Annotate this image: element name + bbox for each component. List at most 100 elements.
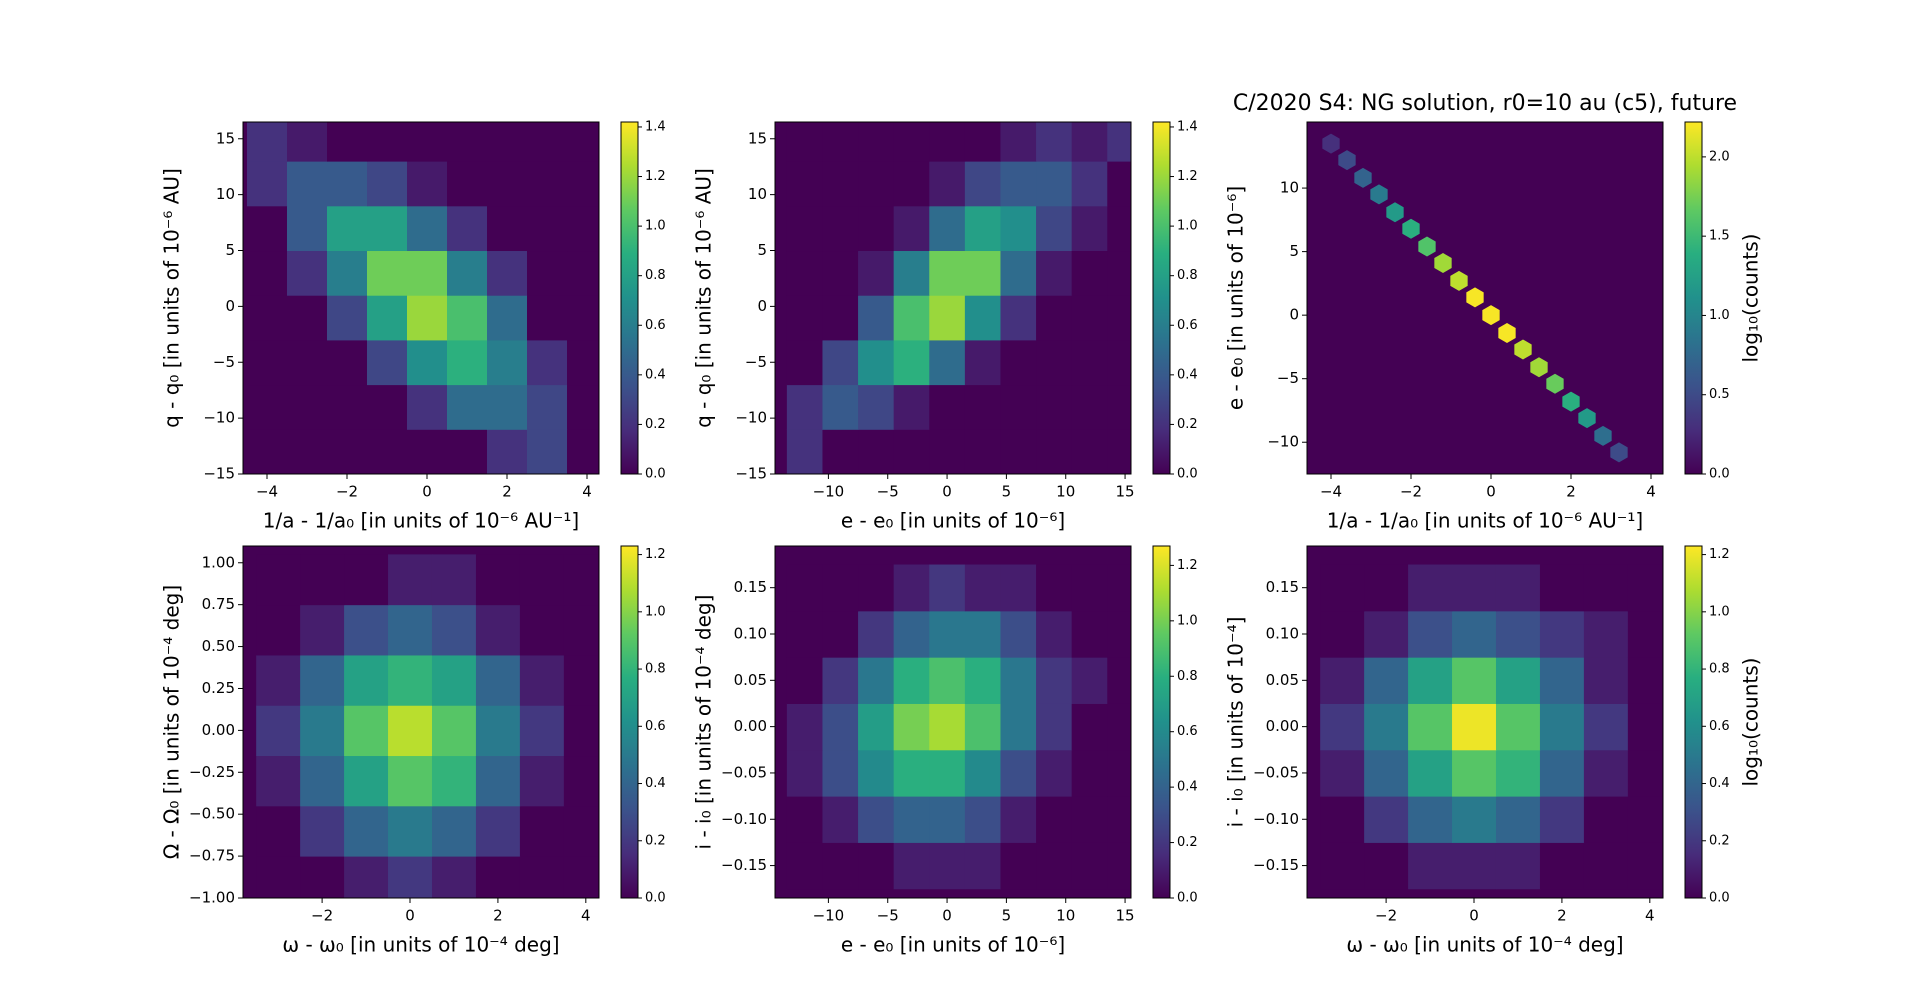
hexbin-cell	[388, 705, 433, 757]
y-tick-label: 0.00	[1266, 717, 1299, 735]
hexbin-cell	[1322, 133, 1340, 154]
y-tick-label: 15	[216, 129, 235, 147]
hexbin-cell	[1000, 749, 1037, 797]
colorbar-tick-label: 1.2	[1177, 558, 1198, 573]
hexbin-cell	[1408, 610, 1453, 658]
y-tick-label: 10	[748, 185, 767, 203]
hexbin-cell	[1000, 610, 1037, 658]
hexbin-cell	[786, 295, 823, 341]
hexbin-cell	[567, 161, 599, 207]
hexbin-cell	[247, 384, 288, 430]
colorbar-tick-label: 0.5	[1709, 387, 1730, 402]
x-tick-label: −2	[311, 907, 333, 925]
hexbin-cell	[447, 295, 488, 341]
hexbin-cell	[367, 205, 408, 252]
hexbin-cell	[929, 564, 966, 612]
x-axis-label: e - e₀ [in units of 10⁻⁶]	[841, 509, 1065, 533]
colorbar-tick-label: 0.0	[1709, 891, 1730, 906]
x-tick-label: −2	[336, 483, 358, 501]
hexbin-cell	[929, 703, 966, 751]
y-axis-label: Ω - Ω₀ [in units of 10⁻⁴ deg]	[160, 585, 184, 859]
hexbin-cell	[256, 755, 301, 807]
hexbin-cell	[367, 429, 408, 474]
hexbin-cell	[447, 339, 488, 386]
panel: −2 0 2 4 −0.15 −0.10 −0.05 0.00 0.05 0.10 0.15 ω - …	[1224, 545, 1763, 957]
hexbin-cell	[822, 657, 859, 704]
hexbin-cell	[822, 703, 859, 751]
hexbin-cell	[1583, 703, 1629, 751]
hexbin-cell	[964, 384, 1001, 430]
hexbin-cell	[367, 250, 408, 296]
hexbin-cell	[1402, 218, 1420, 239]
hexbin-cell	[367, 384, 408, 430]
hexbin-cell	[858, 122, 895, 162]
hexbin-cell	[431, 604, 477, 656]
hexbin-cell	[1452, 564, 1497, 612]
colorbar-tick-label: 1.2	[645, 169, 666, 184]
hexbin-cell	[567, 339, 599, 386]
hexbin-cell	[786, 564, 823, 612]
hexbin-cell	[247, 295, 288, 341]
hexbin-cell	[1107, 161, 1131, 207]
hexbin-cell	[964, 205, 1001, 252]
hexbin-cell	[1364, 610, 1409, 658]
colorbar-tick-label: 1.0	[1177, 219, 1198, 234]
colorbar-tick-label: 0.4	[1177, 367, 1198, 382]
hexbin-cell	[1539, 796, 1585, 843]
hexbin-cell	[1036, 339, 1073, 386]
colorbar-tick-label: 0.6	[645, 719, 666, 734]
y-axis-label: i - i₀ [in units of 10⁻⁴ deg]	[692, 595, 716, 850]
hexbin-cell	[344, 755, 389, 807]
hexbin-cell	[475, 805, 521, 857]
hexbin-cell	[822, 796, 859, 843]
hexbin-cell	[786, 339, 823, 386]
hexbin-cell	[1386, 202, 1404, 223]
hexbin-cell	[487, 205, 528, 252]
x-axis-label: e - e₀ [in units of 10⁻⁶]	[841, 933, 1065, 957]
colorbar-tick-label: 0.8	[645, 662, 666, 677]
x-tick-label: 0	[422, 483, 432, 501]
hexbin-cell	[327, 122, 368, 162]
colorbar-label: log₁₀(counts)	[1739, 234, 1763, 363]
hexbin-cell	[487, 339, 528, 386]
hexbin-cell	[327, 250, 368, 296]
hexbin-cell	[487, 429, 528, 474]
hexbin-cell	[1583, 564, 1629, 612]
hexbin-cell	[786, 122, 823, 162]
hexbin-cell	[1000, 161, 1037, 207]
hexbin-cells	[247, 122, 599, 474]
hexbin-cell	[1466, 287, 1484, 308]
hexbin-cell	[247, 161, 288, 207]
y-tick-label: −10	[203, 409, 235, 427]
hexbin-cell	[1627, 657, 1663, 704]
hexbin-cell	[1482, 305, 1500, 326]
colorbar-tick-label: 0.8	[645, 268, 666, 283]
y-tick-label: 0.25	[202, 679, 235, 697]
hexbin-cell	[1107, 749, 1131, 797]
hexbin-cell	[1578, 408, 1596, 429]
y-tick-label: 0.05	[734, 671, 767, 689]
x-tick-label: −10	[813, 483, 845, 501]
hexbin-cell	[929, 610, 966, 658]
hexbin-cell	[487, 122, 528, 162]
hexbin-cell	[964, 657, 1001, 704]
hexbin-cell	[287, 205, 328, 252]
y-axis-label: q - q₀ [in units of 10⁻⁶ AU]	[160, 168, 184, 428]
hexbin-cell	[1071, 250, 1108, 296]
y-tick-label: 0.75	[202, 595, 235, 613]
panel: −4 −2 0 2 4 −10 −5 0 5 10 1/a - 1/a₀ [in units of …	[1224, 91, 1763, 533]
hexbin-cell	[1071, 564, 1108, 612]
hexbin-cell	[786, 842, 823, 890]
hexbin-cell	[1320, 657, 1365, 704]
colorbar-tick-label: 0.8	[1177, 268, 1198, 283]
hexbin-cell	[388, 554, 433, 606]
hexbin-cell	[1320, 564, 1365, 612]
hexbin-cell	[407, 205, 448, 252]
hexbin-cell	[300, 604, 345, 656]
hexbin-cell	[300, 554, 345, 606]
hexbin-cell	[1036, 161, 1073, 207]
hexbin-cell	[858, 796, 895, 843]
hexbin-cell	[407, 250, 448, 296]
hexbin-cell	[786, 384, 823, 430]
y-tick-label: −10	[735, 409, 767, 427]
